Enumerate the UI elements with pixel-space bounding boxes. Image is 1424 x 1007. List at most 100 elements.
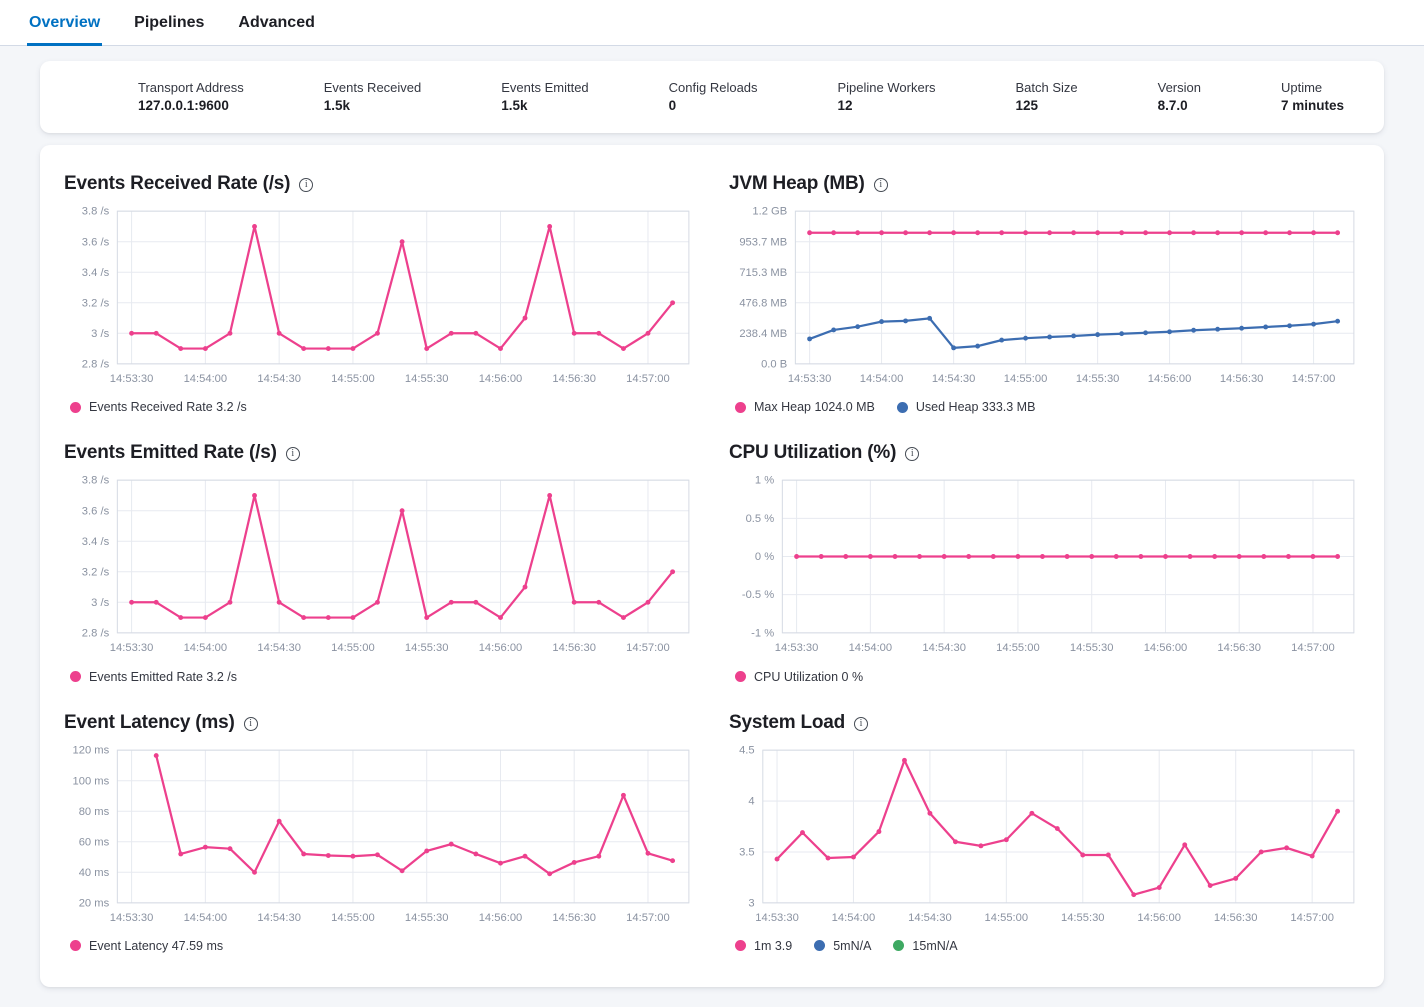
svg-text:14:56:00: 14:56:00	[479, 373, 523, 385]
legend-item[interactable]: Max Heap 1024.0 MB	[735, 400, 875, 414]
info-icon[interactable]	[873, 178, 888, 192]
svg-text:715.3 MB: 715.3 MB	[739, 267, 787, 279]
legend-item[interactable]: 5mN/A	[814, 939, 871, 953]
chart-events-received-rate: Events Received Rate (/s) 3.8 /s3.6 /s3.…	[64, 173, 695, 414]
legend-dot	[735, 401, 746, 413]
stat-label: Transport Address	[138, 80, 244, 96]
svg-text:14:54:00: 14:54:00	[184, 373, 228, 385]
svg-text:1 %: 1 %	[755, 475, 774, 487]
chart-legend: Event Latency 47.59 ms	[64, 939, 695, 953]
svg-text:0.0 B: 0.0 B	[761, 358, 787, 370]
legend-label: Event Latency 47.59 ms	[89, 938, 224, 953]
svg-text:14:53:30: 14:53:30	[110, 373, 154, 385]
svg-text:3.4 /s: 3.4 /s	[82, 267, 110, 279]
svg-text:3 /s: 3 /s	[91, 328, 109, 340]
chart-jvm-heap: JVM Heap (MB) 1.2 GB 953.7 MB 715.3 MB 476.…	[729, 173, 1360, 414]
line-chart[interactable]: 1 % 0.5 % 0 % -0.5 % -1 % 14:53:30 14:54:00 14:…	[729, 470, 1360, 661]
legend-item[interactable]: Events Received Rate 3.2 /s	[70, 400, 247, 414]
stat-batch-size: Batch Size 125	[1016, 79, 1078, 115]
chart-legend: Events Emitted Rate 3.2 /s	[64, 670, 695, 684]
line-chart[interactable]: 4.5 4 3.5 3 14:53:30 14:54:00 14:54:30 14:55:00…	[729, 740, 1360, 931]
stat-config-reloads: Config Reloads 0	[669, 79, 758, 115]
line-chart[interactable]: 3.8 /s 3.6 /s 3.4 /s 3.2 /s 3 /s 2.8 /s 14:53:…	[64, 201, 695, 392]
legend-item[interactable]: 15mN/A	[893, 938, 958, 953]
svg-text:14:54:30: 14:54:30	[932, 373, 976, 385]
svg-text:2.8 /s: 2.8 /s	[82, 358, 110, 370]
legend-item[interactable]: Event Latency 47.59 ms	[70, 939, 223, 953]
svg-text:14:54:30: 14:54:30	[908, 912, 952, 924]
legend-label: Events Emitted Rate 3.2 /s	[89, 669, 237, 684]
svg-text:80 ms: 80 ms	[79, 805, 110, 817]
chart-event-latency: Event Latency (ms) 120 ms 100 ms 80 ms 60 m…	[64, 712, 695, 953]
svg-text:14:56:30: 14:56:30	[1220, 373, 1264, 385]
stat-value: 7 minutes	[1280, 97, 1344, 113]
stat-label: Batch Size	[1015, 80, 1078, 96]
stat-value: 1.5k	[323, 97, 350, 113]
svg-text:0 %: 0 %	[755, 551, 774, 563]
svg-text:14:53:30: 14:53:30	[110, 912, 154, 924]
stat-events-emitted: Events Emitted 1.5k	[501, 79, 588, 115]
svg-text:14:55:30: 14:55:30	[405, 912, 449, 924]
stat-label: Config Reloads	[668, 80, 758, 96]
legend-label: Max Heap 1024.0 MB	[754, 400, 875, 415]
line-chart[interactable]: 1.2 GB 953.7 MB 715.3 MB 476.8 MB 238.4 MB 0.…	[729, 201, 1360, 392]
node-summary-bar: Transport Address 127.0.0.1:9600 Events …	[40, 61, 1384, 133]
legend-label: Used Heap 333.3 MB	[915, 400, 1036, 415]
stat-label: Events Emitted	[501, 80, 589, 96]
svg-text:14:54:30: 14:54:30	[257, 912, 301, 924]
info-icon[interactable]	[243, 716, 258, 731]
svg-text:0.5 %: 0.5 %	[746, 513, 775, 525]
svg-text:14:54:30: 14:54:30	[922, 642, 966, 654]
svg-text:14:54:00: 14:54:00	[832, 912, 876, 924]
svg-text:14:55:30: 14:55:30	[1070, 642, 1114, 654]
stat-value: 127.0.0.1:9600	[138, 97, 229, 113]
svg-text:14:56:00: 14:56:00	[479, 912, 523, 924]
stat-uptime: Uptime 7 minutes	[1281, 79, 1344, 115]
svg-text:14:54:00: 14:54:00	[184, 912, 228, 924]
svg-text:14:56:00: 14:56:00	[1144, 642, 1188, 654]
svg-text:3.4 /s: 3.4 /s	[82, 536, 110, 548]
svg-text:3.8 /s: 3.8 /s	[82, 206, 110, 218]
legend-label: 1m 3.9	[754, 938, 793, 953]
svg-text:14:54:00: 14:54:00	[184, 642, 228, 654]
tab-pipelines[interactable]: Pipelines	[134, 14, 205, 31]
svg-text:14:53:30: 14:53:30	[788, 373, 832, 385]
legend-dot	[70, 401, 81, 413]
tab-overview[interactable]: Overview	[27, 0, 103, 46]
stat-label: Events Received	[323, 80, 422, 96]
legend-item[interactable]: Events Emitted Rate 3.2 /s	[70, 670, 237, 684]
svg-text:1.2 GB: 1.2 GB	[752, 206, 787, 218]
info-icon[interactable]	[854, 716, 869, 731]
svg-text:14:54:00: 14:54:00	[860, 373, 904, 385]
svg-text:14:56:30: 14:56:30	[1214, 912, 1258, 924]
legend-item[interactable]: CPU Utilization 0 %	[735, 670, 863, 684]
stat-value: 8.7.0	[1157, 97, 1188, 113]
info-icon[interactable]	[905, 447, 920, 462]
stat-events-received: Events Received 1.5k	[324, 79, 422, 115]
svg-text:14:56:30: 14:56:30	[552, 912, 596, 924]
svg-text:14:57:00: 14:57:00	[626, 912, 670, 924]
stat-label: Version	[1157, 80, 1201, 96]
svg-text:4.5: 4.5	[739, 744, 755, 756]
legend-item[interactable]: 1m 3.9	[735, 939, 792, 953]
line-chart[interactable]: 3.8 /s 3.6 /s 3.4 /s 3.2 /s 3 /s 2.8 /s 14:53:…	[64, 470, 695, 661]
legend-dot	[70, 940, 81, 952]
legend-item[interactable]: Used Heap 333.3 MB	[896, 400, 1036, 415]
svg-text:14:57:00: 14:57:00	[626, 373, 670, 385]
chart-cpu-utilization: CPU Utilization (%) 1 % 0.5 % 0 % -0.5 % -1 …	[729, 442, 1360, 684]
line-chart[interactable]: 120 ms 100 ms 80 ms 60 ms 40 ms 20 ms 14:53:30…	[64, 740, 695, 931]
svg-text:14:55:30: 14:55:30	[1076, 373, 1120, 385]
svg-text:-1 %: -1 %	[751, 628, 774, 640]
info-icon[interactable]	[285, 447, 300, 462]
svg-text:3 /s: 3 /s	[91, 597, 109, 609]
legend-label: 15mN/A	[912, 938, 958, 953]
svg-text:3.2 /s: 3.2 /s	[82, 297, 110, 309]
svg-text:14:57:00: 14:57:00	[626, 642, 670, 654]
tab-advanced[interactable]: Advanced	[238, 14, 315, 31]
svg-text:14:55:00: 14:55:00	[996, 642, 1040, 654]
svg-text:3.6 /s: 3.6 /s	[82, 236, 110, 248]
info-icon[interactable]	[299, 178, 314, 192]
chart-events-emitted-rate: Events Emitted Rate (/s) 3.8 /s 3.6 /s 3.4…	[64, 442, 695, 684]
stat-transport-address: Transport Address 127.0.0.1:9600	[138, 79, 244, 115]
stat-label: Uptime	[1280, 80, 1323, 96]
